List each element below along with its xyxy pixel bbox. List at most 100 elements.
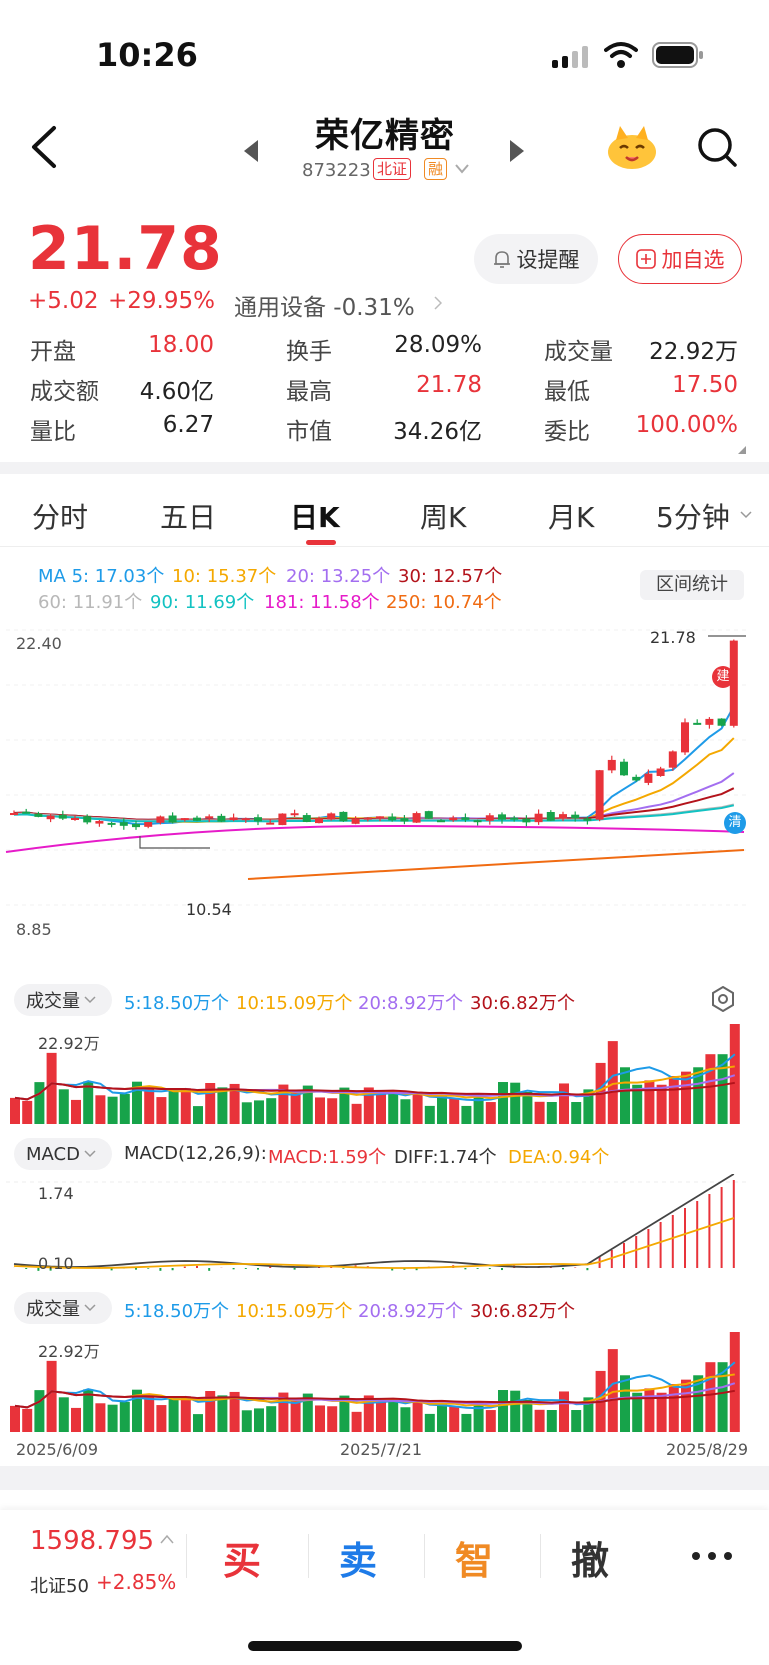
volume-bar (559, 1083, 569, 1124)
action-divider (424, 1534, 425, 1578)
stat-label: 市值 (286, 419, 332, 445)
chevron-up-icon[interactable] (160, 1534, 174, 1544)
candle-body (607, 759, 616, 771)
settings-icon[interactable] (710, 986, 736, 1012)
volume-bar (449, 1406, 460, 1432)
tab-0[interactable]: 分时 (32, 501, 89, 534)
volume-chart-1[interactable] (0, 1020, 769, 1126)
volume-bar (302, 1393, 313, 1432)
tab-5[interactable]: 5分钟 (656, 501, 730, 534)
bottom-bar (0, 1510, 769, 1665)
stat-label: 成交量 (544, 339, 613, 365)
volume-bar (95, 1095, 106, 1124)
prev-stock-icon[interactable] (244, 140, 258, 162)
tab-2[interactable]: 日K (290, 501, 340, 534)
volume-ma-value: 5:18.50万个 (124, 993, 230, 1014)
action-divider (186, 1534, 187, 1578)
stat-value: 28.09% (394, 332, 482, 358)
action-3[interactable]: 撤 (570, 1539, 609, 1583)
stat-value: 6.27 (162, 412, 214, 438)
next-stock-icon[interactable] (510, 140, 524, 162)
ma-line (5, 824, 745, 853)
candle-body (656, 768, 665, 776)
status-time: 10:26 (96, 36, 198, 74)
sector-link[interactable]: 通用设备 -0.31% (234, 295, 415, 321)
volume-bar (22, 1408, 33, 1432)
candle-body (510, 817, 519, 820)
candle-body (10, 813, 18, 816)
volume-bar (290, 1398, 301, 1432)
kline-low-label: 10.54 (186, 900, 232, 919)
action-divider (540, 1534, 541, 1578)
candle-body (327, 813, 336, 820)
index-value[interactable]: 1598.795 (30, 1526, 155, 1556)
chevron-down-icon[interactable] (740, 510, 752, 520)
candle-body (461, 817, 470, 820)
volume-bar (546, 1101, 557, 1124)
macd-value: MACD:1.59个 (268, 1147, 387, 1168)
volume-max-label-2: 22.92万 (38, 1342, 100, 1361)
ma-line (13, 804, 735, 823)
candle-body (424, 811, 433, 819)
stat-label: 委比 (544, 419, 590, 445)
tab-1[interactable]: 五日 (160, 501, 217, 534)
candle-body (205, 816, 214, 819)
chevron-down-icon[interactable] (455, 164, 469, 174)
stat-label: 成交额 (30, 379, 99, 405)
volume-chart-2[interactable] (0, 1328, 769, 1434)
expand-corner-icon[interactable] (738, 446, 746, 454)
volume-bar (681, 1379, 691, 1432)
volume-indicator-select[interactable]: 成交量 (14, 984, 112, 1016)
candle-body (351, 818, 360, 824)
volume-bar (485, 1410, 496, 1432)
volume-bar (668, 1384, 679, 1432)
chevron-right-icon (434, 296, 442, 310)
action-1[interactable]: 卖 (338, 1539, 377, 1583)
volume-bar (351, 1103, 362, 1124)
wifi-icon (604, 42, 638, 68)
cellular-signal-icon (552, 46, 588, 68)
candle-body (449, 817, 458, 821)
candle-body (473, 820, 482, 823)
volume-bar (107, 1404, 118, 1432)
back-arrow-icon[interactable] (26, 124, 62, 170)
candle-body (217, 815, 226, 822)
volume-bar (656, 1392, 667, 1432)
candle-body (705, 718, 714, 725)
dea-line (13, 1217, 735, 1269)
action-0[interactable]: 买 (222, 1539, 261, 1583)
stat-label: 开盘 (30, 339, 76, 365)
candle-body (46, 815, 55, 820)
candle-body (107, 822, 116, 825)
candle-body (266, 822, 275, 825)
volume-bar (241, 1102, 252, 1124)
stat-label: 换手 (286, 339, 332, 365)
volume-bar (58, 1089, 69, 1124)
macd-chart[interactable] (0, 1174, 769, 1290)
build-marker[interactable]: 建 (712, 666, 734, 688)
tab-3[interactable]: 周K (420, 501, 467, 534)
volume-bar (290, 1090, 301, 1124)
search-icon[interactable] (696, 126, 738, 168)
set-alert-button[interactable]: 设提醒 (474, 234, 598, 284)
tab-4[interactable]: 月K (548, 501, 595, 534)
volume-bar (71, 1099, 81, 1124)
range-stats-button[interactable]: 区间统计 (640, 570, 744, 600)
candle-body (644, 773, 653, 783)
mascot-icon[interactable] (606, 124, 658, 170)
kline-chart[interactable] (0, 620, 769, 950)
stat-value: 4.60亿 (139, 379, 214, 405)
candle-body (180, 818, 189, 821)
more-icon[interactable] (690, 1550, 734, 1562)
volume-bar (522, 1399, 533, 1432)
kline-y-bottom: 8.85 (16, 920, 52, 939)
volume-bar (717, 1054, 728, 1124)
volume-bar (363, 1087, 374, 1124)
action-2[interactable]: 智 (454, 1539, 493, 1583)
volume-bar (132, 1389, 142, 1432)
volume-bar (302, 1085, 313, 1124)
clear-marker[interactable]: 清 (724, 812, 746, 834)
add-watchlist-button[interactable]: 加自选 (618, 234, 742, 284)
macd-indicator-select[interactable]: MACD (14, 1138, 112, 1170)
volume-indicator-select-2[interactable]: 成交量 (14, 1292, 112, 1324)
